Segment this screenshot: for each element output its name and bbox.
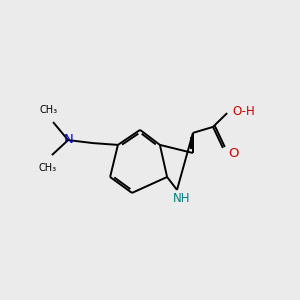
Text: N: N [64,133,74,146]
Text: CH₃: CH₃ [40,105,58,115]
Text: O: O [228,147,239,161]
Text: NH: NH [173,191,190,205]
Text: O-H: O-H [232,105,255,118]
Text: CH₃: CH₃ [38,163,56,172]
